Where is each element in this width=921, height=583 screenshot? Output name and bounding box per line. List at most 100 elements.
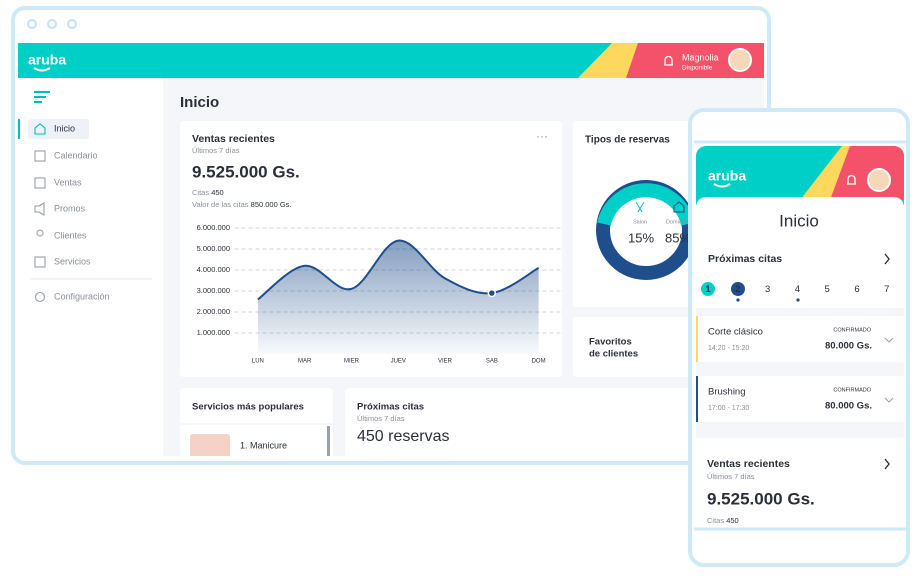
area <box>257 240 539 354</box>
card-title: de clientes <box>589 349 638 360</box>
bell-icon[interactable] <box>664 55 673 66</box>
appointment-card[interactable] <box>696 376 904 422</box>
day: 7 <box>884 284 889 295</box>
avatar[interactable] <box>728 48 752 72</box>
desktop-window: aruba Magnolia Disponible Inicio Calenda… <box>11 6 771 465</box>
time: 17:00 - 17:30 <box>708 405 749 412</box>
nav-item[interactable]: Inicio <box>54 123 75 133</box>
value: 450 <box>211 188 224 197</box>
status: CONFIRMADO <box>833 387 871 393</box>
user-status: Disponible <box>682 65 713 72</box>
mobile-content: aruba Inicio Próximas citas 1 2 3 4 5 6 7 Cort… <box>694 146 904 526</box>
menu-icon[interactable] <box>34 91 50 103</box>
card-title: Servicios más populares <box>192 402 304 413</box>
day-selected[interactable] <box>701 282 715 296</box>
icon <box>34 256 46 268</box>
x-tick-label: MAR <box>298 359 312 365</box>
day-dot <box>796 298 800 302</box>
appointment[interactable]: Brushing CONFIRMADO 17:00 - 17:30 80.000… <box>694 376 904 422</box>
chevron[interactable] <box>884 397 894 403</box>
mobile-window: aruba Inicio Próximas citas 1 2 3 4 5 6 7 Cort… <box>688 108 910 567</box>
value: 450 <box>726 516 739 525</box>
segment-label: Salon <box>633 219 647 225</box>
label: Citas <box>192 188 209 197</box>
card-title: Tipos de reservas <box>585 135 670 146</box>
section-title: Próximas citas <box>708 253 782 265</box>
chevron[interactable] <box>884 253 890 265</box>
label: Citas <box>707 516 724 525</box>
x-tick-label: DOM <box>532 359 546 365</box>
logo[interactable]: aruba <box>708 168 746 184</box>
day-current[interactable] <box>731 282 745 296</box>
icon <box>673 201 685 213</box>
avatar[interactable] <box>867 168 891 192</box>
sales-detail: Citas 450 <box>192 188 224 197</box>
section-title: Ventas recientes <box>707 458 790 470</box>
more-button[interactable]: ··· <box>536 129 548 143</box>
card-period: Últimos 7 días <box>192 146 240 155</box>
user-name: Magnolia <box>682 52 719 62</box>
status-bar <box>696 376 698 422</box>
y-tick-label: 1.000.000 <box>197 328 230 337</box>
x-tick-label: LUN <box>252 359 264 365</box>
y-tick-label: 2.000.000 <box>197 307 230 316</box>
booking-count: 450 reservas <box>357 428 450 445</box>
day: 6 <box>854 284 859 295</box>
sales-detail: Citas 450 <box>707 516 739 525</box>
segment-label: Domicilio <box>666 219 688 225</box>
sidebar-icons <box>34 123 46 303</box>
x-tick-label: VIER <box>438 359 453 365</box>
x-tick-label: MIER <box>344 359 360 365</box>
sales-chart: 1.000.000 2.000.000 3.000.000 4.000.000 5.00… <box>197 223 562 365</box>
label: Valor de las citas <box>192 200 249 209</box>
status: CONFIRMADO <box>833 327 871 333</box>
nav-item[interactable]: Promos <box>54 203 86 213</box>
day: 4 <box>795 284 800 295</box>
time: 14:20 - 15:20 <box>708 345 749 352</box>
page-title: Inicio <box>180 94 219 111</box>
value: 850.000 Gs. <box>251 200 292 209</box>
nav-item[interactable]: Configuración <box>54 291 110 301</box>
nav-item[interactable]: Servicios <box>54 256 91 266</box>
sales-detail: Valor de las citas 850.000 Gs. <box>192 200 292 209</box>
header-accent <box>578 43 642 78</box>
chevron[interactable] <box>884 337 894 343</box>
y-tick-label: 6.000.000 <box>197 223 230 232</box>
logo[interactable]: aruba <box>28 52 66 68</box>
page-title: Inicio <box>779 211 819 230</box>
y-tick-label: 3.000.000 <box>197 286 230 295</box>
icon <box>34 123 46 135</box>
day: 1 <box>705 284 711 295</box>
window-dot[interactable] <box>67 19 77 29</box>
sales-total: 9.525.000 Gs. <box>192 162 300 181</box>
card-title: Próximas citas <box>357 402 424 413</box>
day-strip: 1 2 3 4 5 6 7 <box>705 284 889 295</box>
list-item[interactable]: 1. Manicure <box>240 440 287 450</box>
scrollbar[interactable] <box>327 426 330 461</box>
bell-icon[interactable] <box>847 174 856 185</box>
sales-total: 9.525.000 Gs. <box>707 489 815 508</box>
x-tick-label: JUEV <box>391 359 406 365</box>
nav-item[interactable]: Calendario <box>54 150 98 160</box>
card-title: Ventas recientes <box>192 133 275 145</box>
card-period: Últimos 7 días <box>707 472 755 481</box>
service: Corte clásico <box>708 327 763 338</box>
appointment-card[interactable] <box>696 316 904 362</box>
icon <box>34 150 46 162</box>
day: 2 <box>735 284 740 295</box>
chevron[interactable] <box>884 458 890 470</box>
x-tick-label: SAB <box>486 359 498 365</box>
nav-item[interactable]: Clientes <box>54 230 87 240</box>
icon <box>34 177 46 189</box>
day: 5 <box>825 284 830 295</box>
window-dot[interactable] <box>27 19 37 29</box>
logo-smile <box>33 67 51 72</box>
active-marker <box>18 119 20 139</box>
nav-item[interactable]: Ventas <box>54 177 82 187</box>
logo-smile <box>713 183 731 188</box>
appointment[interactable]: Corte clásico CONFIRMADO 14:20 - 15:20 8… <box>694 316 904 362</box>
window-dot[interactable] <box>47 19 57 29</box>
price: 80.000 Gs. <box>825 341 872 352</box>
segment-value: 85% <box>665 230 691 245</box>
